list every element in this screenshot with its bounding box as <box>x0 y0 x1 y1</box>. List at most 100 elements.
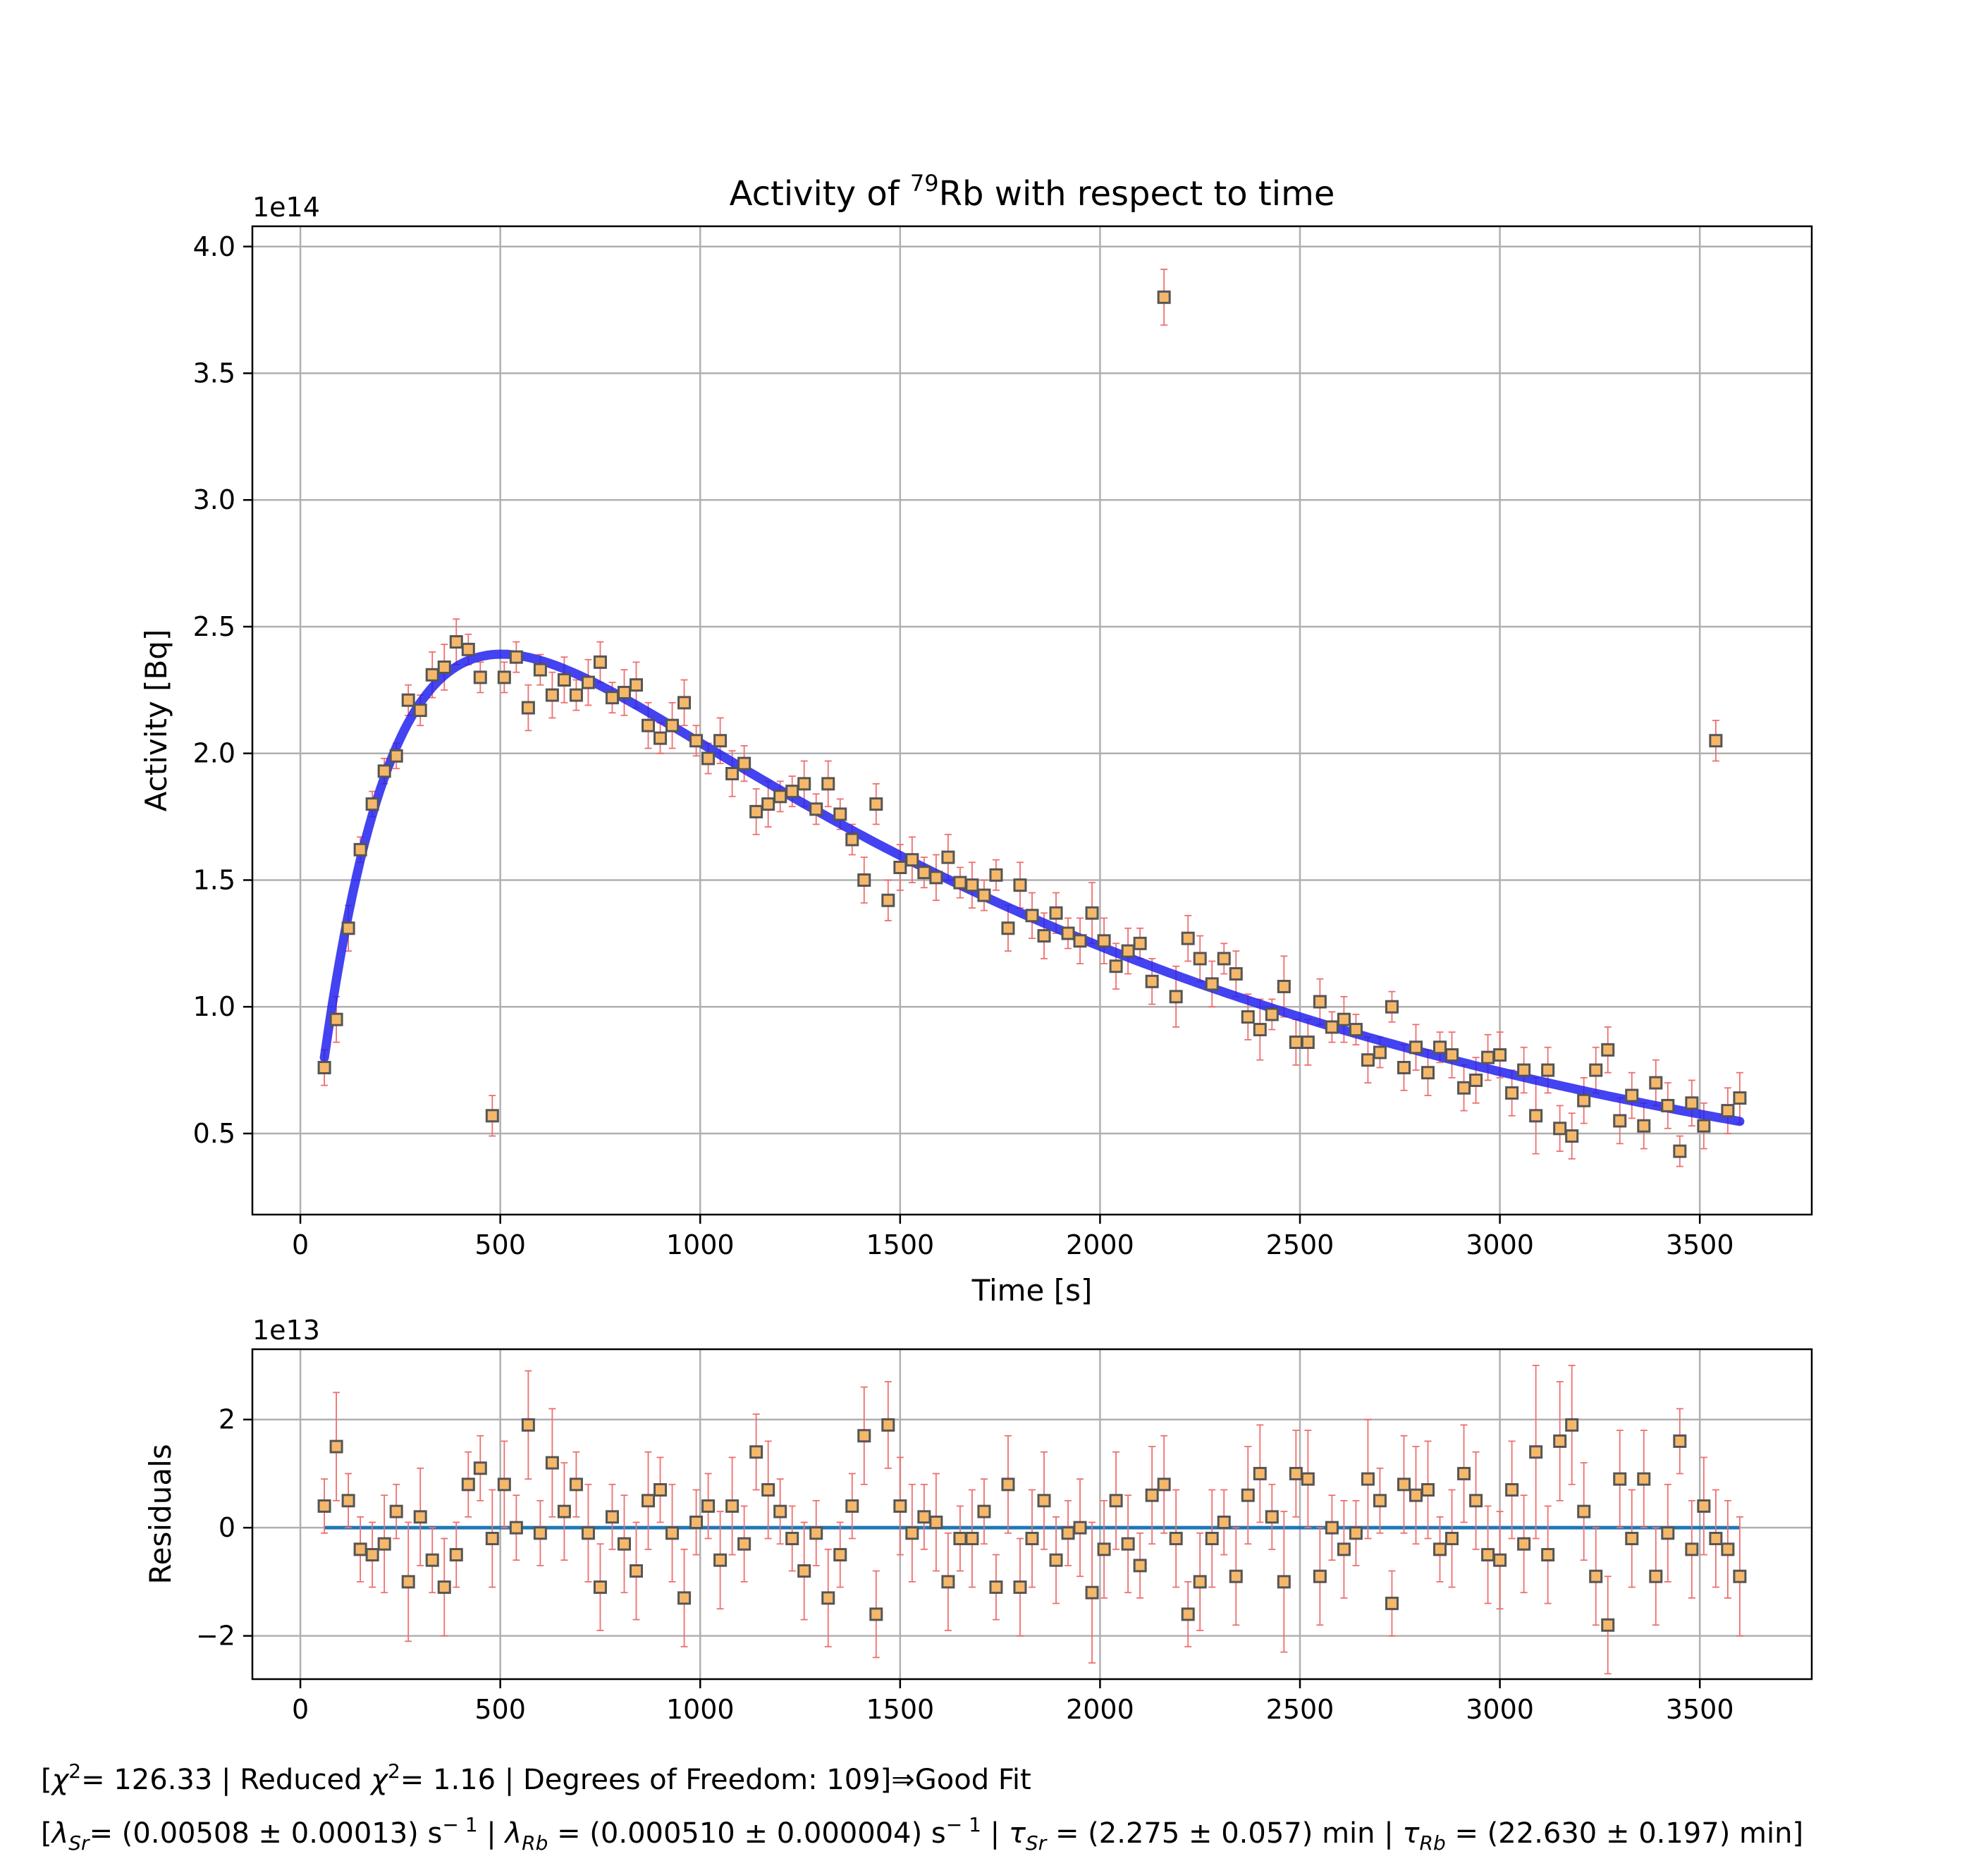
residuals-x-tick-label: 500 <box>474 1694 526 1725</box>
residuals-data-point <box>1661 1526 1675 1540</box>
activity-data-point <box>1289 1036 1303 1050</box>
activity-data-point <box>1157 290 1171 305</box>
residuals-data-point <box>1097 1542 1111 1556</box>
activity-data-point <box>941 850 955 864</box>
residuals-data-point <box>1373 1494 1387 1508</box>
residuals-data-point <box>833 1548 847 1562</box>
activity-data-point <box>1385 1000 1399 1014</box>
activity-data-point <box>1241 1010 1255 1024</box>
activity-data-point <box>1025 909 1039 923</box>
residuals-data-point <box>1145 1488 1159 1502</box>
activity-data-point <box>1409 1040 1423 1055</box>
activity-y-tick-label: 0.5 <box>193 1118 235 1149</box>
residuals-data-point <box>1217 1516 1231 1530</box>
activity-data-point <box>654 731 668 745</box>
activity-data-point <box>1457 1081 1471 1095</box>
activity-data-point <box>977 888 991 902</box>
residuals-data-point <box>1529 1445 1543 1459</box>
activity-data-point <box>1481 1050 1495 1064</box>
residuals-data-point <box>1421 1482 1435 1497</box>
residuals-data-point <box>1181 1607 1195 1621</box>
residuals-data-point <box>1517 1537 1531 1551</box>
residuals-data-point <box>593 1580 607 1595</box>
residuals-data-point <box>1601 1618 1615 1632</box>
residuals-data-point <box>965 1532 979 1546</box>
residuals-data-point <box>1625 1532 1639 1546</box>
residuals-data-point <box>1169 1532 1183 1546</box>
residuals-data-point <box>1685 1542 1699 1556</box>
residuals-data-point <box>389 1504 403 1518</box>
activity-data-point <box>1205 977 1219 991</box>
activity-data-point <box>629 678 643 692</box>
activity-data-point <box>377 764 391 778</box>
residuals-x-tick-label: 2500 <box>1266 1694 1334 1725</box>
activity-data-point <box>1217 952 1231 966</box>
activity-plot: 0 500 1000 1500 2000 2500 3000 3500 0.5 1.0 1.5 2.… <box>139 170 1813 1308</box>
activity-data-point <box>689 734 704 748</box>
activity-y-tick-label: 2.0 <box>193 738 235 769</box>
activity-data-point <box>461 642 475 656</box>
activity-data-point <box>1337 1012 1351 1026</box>
activity-data-point <box>533 663 547 677</box>
activity-x-tick-label: 2000 <box>1066 1229 1134 1260</box>
activity-data-point <box>437 661 451 675</box>
activity-data-point <box>677 696 692 710</box>
fit-summary-line: [χ2= 126.33 | Reduced χ2= 1.16 | Degrees… <box>41 1759 1031 1796</box>
activity-data-point <box>845 833 859 847</box>
activity-data-point <box>1721 1104 1735 1118</box>
activity-data-point <box>869 797 883 811</box>
activity-data-point <box>1397 1060 1411 1074</box>
residuals-data-point <box>1277 1575 1291 1589</box>
residuals-points <box>317 1418 1747 1632</box>
residuals-data-point <box>857 1429 871 1443</box>
residuals-data-point <box>1253 1466 1267 1480</box>
activity-data-point <box>737 756 751 770</box>
activity-data-point <box>1349 1023 1363 1037</box>
activity-data-point <box>1625 1088 1639 1103</box>
activity-data-point <box>1673 1144 1687 1158</box>
residuals-data-point <box>1013 1580 1027 1595</box>
activity-x-tick-label: 0 <box>292 1229 309 1260</box>
residuals-data-point <box>725 1499 740 1513</box>
residuals-data-point <box>1061 1526 1075 1540</box>
residuals-data-point <box>1577 1504 1591 1518</box>
activity-data-point <box>821 777 835 791</box>
residuals-data-point <box>1133 1559 1147 1573</box>
residuals-data-point <box>1109 1494 1123 1508</box>
activity-y-label: Activity [Bq] <box>139 629 173 812</box>
activity-data-point <box>1061 926 1075 940</box>
activity-data-point <box>809 802 823 816</box>
residuals-data-point <box>1265 1510 1279 1524</box>
activity-data-point <box>593 655 607 669</box>
residuals-data-point <box>1385 1597 1399 1611</box>
activity-data-point <box>1253 1023 1267 1037</box>
activity-data-point <box>1649 1076 1663 1090</box>
activity-data-point <box>965 878 979 892</box>
residuals-data-point <box>642 1494 656 1508</box>
residuals-y-tick-label: −2 <box>196 1621 235 1652</box>
residuals-axes-frame <box>251 1348 1813 1681</box>
activity-data-point <box>785 785 799 799</box>
activity-points <box>317 290 1747 1158</box>
residuals-data-point <box>1289 1466 1303 1480</box>
residuals-data-point <box>797 1564 811 1578</box>
residuals-data-point <box>617 1537 631 1551</box>
residuals-data-point <box>1025 1532 1039 1546</box>
residuals-data-point <box>1589 1569 1603 1583</box>
activity-y-tick-label: 3.5 <box>193 358 235 389</box>
activity-data-point <box>713 734 728 748</box>
residuals-x-tick-label: 3500 <box>1666 1694 1734 1725</box>
residuals-data-point <box>1553 1434 1567 1448</box>
residuals-y-label: Residuals <box>143 1444 178 1584</box>
residuals-data-point <box>953 1532 967 1546</box>
residuals-data-point <box>1193 1575 1207 1589</box>
activity-data-point <box>1013 878 1027 892</box>
residuals-data-point <box>329 1439 343 1454</box>
residuals-data-point <box>1709 1532 1723 1546</box>
residuals-data-point <box>557 1504 571 1518</box>
activity-data-point <box>1001 921 1015 935</box>
residuals-data-point <box>497 1478 511 1492</box>
activity-data-point <box>365 797 379 811</box>
activity-data-point <box>1193 952 1207 966</box>
